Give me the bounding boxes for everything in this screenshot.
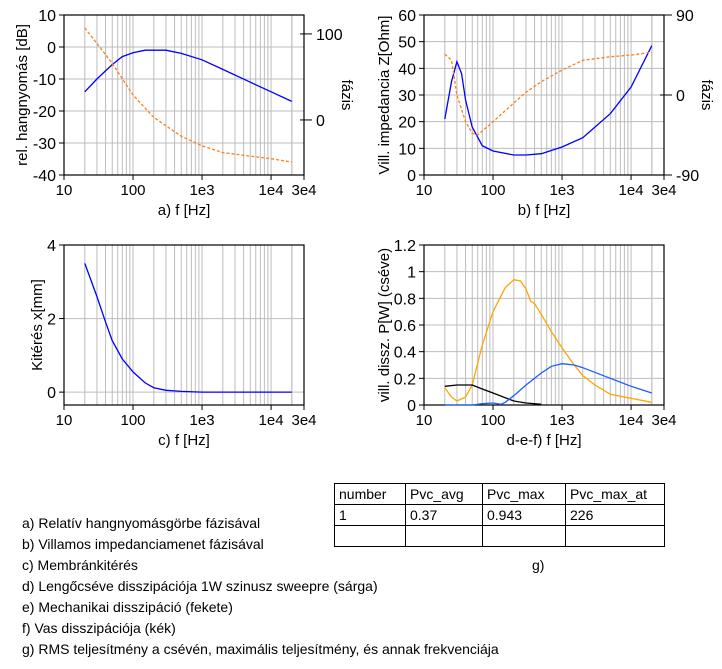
x-tick-label: 1e3: [190, 182, 215, 199]
y-tick-label: 40: [398, 61, 416, 78]
y-tick-label: 10: [38, 8, 56, 25]
y-tick-label: 1.2: [394, 238, 416, 255]
cell: [334, 525, 406, 547]
x-tick-label: 3e4: [291, 182, 316, 199]
x-tick-label: 10: [56, 182, 73, 199]
y-axis-label: rel. hangnyomás [dB]: [14, 24, 31, 166]
x-tick-label: 3e4: [651, 182, 676, 199]
y2-tick-label: 90: [676, 8, 694, 25]
x-axis-label: d-e-f) f [Hz]: [506, 432, 581, 449]
series-line-iron: [444, 363, 653, 406]
x-axis-label: a) f [Hz]: [158, 202, 211, 219]
y-tick-label: 20: [398, 115, 416, 132]
cell: 1: [334, 504, 406, 526]
y2-axis-label: fázis: [338, 80, 355, 111]
x-axis-label: b) f [Hz]: [518, 202, 571, 219]
x-tick-label: 1e4: [619, 412, 644, 429]
cell: [405, 525, 483, 547]
y-tick-label: 1: [407, 265, 416, 282]
x-tick-label: 10: [416, 182, 433, 199]
y-tick-label: 0: [407, 168, 416, 185]
y-axis-label: Kitérés x[mm]: [29, 279, 46, 371]
series-line-coil: [444, 278, 652, 403]
series-line-z: [444, 45, 653, 156]
header-pvc-avg: Pvc_avg: [405, 483, 483, 505]
x-tick-label: 1e3: [550, 412, 575, 429]
legend-item: e) Mechanikai disszipáció (fekete): [22, 599, 233, 615]
y-tick-label: 0.6: [394, 318, 416, 335]
plot-frame: [63, 14, 305, 176]
legend: a) Relatív hangnyomásgörbe fázisával b) …: [22, 513, 499, 660]
y-tick-label: 50: [398, 35, 416, 52]
cell: 0.37: [405, 504, 483, 526]
y-tick-label: 0.8: [394, 291, 416, 308]
y-tick-label: 30: [398, 88, 416, 105]
x-tick-label: 1e4: [259, 412, 284, 429]
y-tick-label: 2: [47, 312, 56, 329]
x-axis-label: c) f [Hz]: [158, 432, 210, 449]
cell: 226: [565, 504, 665, 526]
results-table: number Pvc_avg Pvc_max Pvc_max_at 1 0.37…: [334, 483, 665, 547]
x-tick-label: 1e4: [259, 182, 284, 199]
y-tick-label: -40: [33, 168, 56, 185]
y-tick-label: 0: [47, 385, 56, 402]
series-line-x: [84, 263, 292, 393]
y2-tick-label: 0: [676, 88, 685, 105]
y2-tick-label: 100: [316, 27, 343, 44]
series-line-spl: [84, 49, 293, 102]
y2-tick-label: -90: [676, 168, 699, 185]
x-tick-label: 10: [56, 412, 73, 429]
y-axis-label: Vill. impedancia Z[Ohm]: [376, 16, 393, 175]
y-tick-label: -20: [33, 104, 56, 121]
legend-item: a) Relatív hangnyomásgörbe fázisával: [22, 515, 261, 531]
x-tick-label: 1e3: [190, 412, 215, 429]
x-tick-label: 3e4: [651, 412, 676, 429]
legend-item: b) Villamos impedanciamenet fázisával: [22, 536, 264, 552]
legend-item: c) Membránkitérés: [22, 557, 138, 573]
y-tick-label: 0.2: [394, 371, 416, 388]
legend-item: d) Lengőcséve disszipációja 1W szinusz s…: [22, 578, 378, 594]
y2-axis-label: fázis: [698, 80, 715, 111]
y-tick-label: 0: [47, 40, 56, 57]
x-tick-label: 100: [481, 412, 506, 429]
y-axis-label: vill. dissz. P[W] (cséve): [376, 248, 393, 402]
x-tick-label: 100: [121, 182, 146, 199]
x-tick-label: 10: [416, 412, 433, 429]
y2-tick-label: 0: [316, 113, 325, 130]
y-tick-label: 60: [398, 8, 416, 25]
table-header-row: number Pvc_avg Pvc_max Pvc_max_at: [334, 483, 665, 505]
header-pvc-max-at: Pvc_max_at: [565, 483, 665, 505]
table-row: 1 0.37 0.943 226: [334, 504, 665, 526]
y-tick-label: -10: [33, 72, 56, 89]
plot-frame: [63, 244, 305, 406]
cell: [565, 525, 665, 547]
table-row: [334, 525, 665, 547]
plot-frame: [423, 244, 665, 406]
x-tick-label: 100: [121, 412, 146, 429]
y-tick-label: 4: [47, 238, 56, 255]
series-line-phase: [84, 27, 292, 163]
series-line-mechanical: [444, 384, 542, 405]
x-tick-label: 1e3: [550, 182, 575, 199]
y-tick-label: -30: [33, 136, 56, 153]
legend-item: f) Vas disszipációja (kék): [22, 620, 176, 636]
x-tick-label: 3e4: [291, 412, 316, 429]
cell: 0.943: [482, 504, 566, 526]
x-tick-label: 1e4: [619, 182, 644, 199]
legend-item: g) RMS teljesítmény a csévén, maximális …: [22, 641, 499, 657]
cell: [482, 525, 566, 547]
header-number: number: [334, 483, 406, 505]
y-tick-label: 0.4: [394, 345, 416, 362]
y-tick-label: 0: [407, 398, 416, 415]
x-tick-label: 100: [481, 182, 506, 199]
y-tick-label: 10: [398, 141, 416, 158]
table-caption: g): [532, 557, 545, 573]
header-pvc-max: Pvc_max: [482, 483, 566, 505]
